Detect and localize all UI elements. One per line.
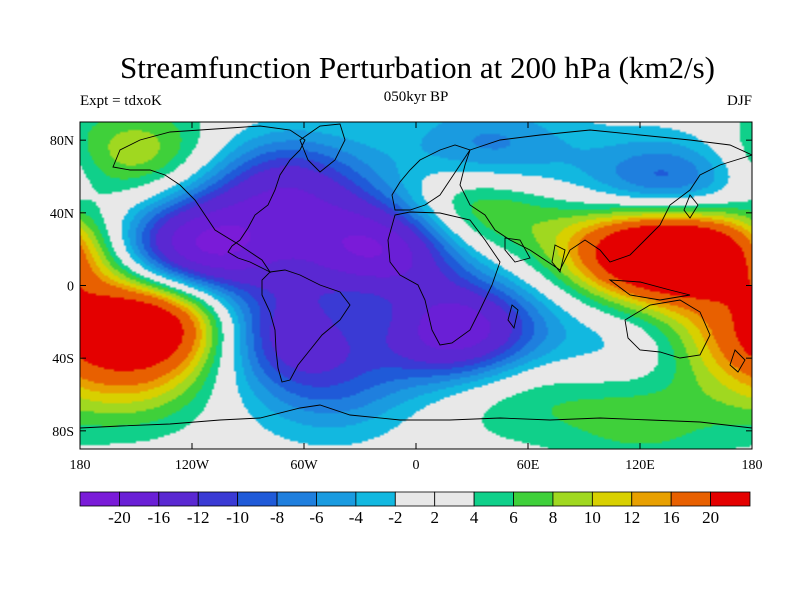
- y-tick-label: 40S: [52, 352, 74, 367]
- x-tick-label: 0: [413, 458, 420, 473]
- y-tick-label: 80N: [50, 134, 74, 149]
- labelbar-box: [158, 491, 199, 507]
- labelbar-box: [552, 491, 593, 507]
- labelbar-label: -16: [147, 508, 170, 527]
- labelbar-label: 16: [663, 508, 680, 527]
- labelbar-label: -6: [309, 508, 323, 527]
- labelbar-label: -4: [349, 508, 364, 527]
- labelbar-box: [119, 491, 160, 507]
- x-tick-label: 120W: [175, 458, 210, 473]
- streamfunction-field: [80, 122, 752, 449]
- y-tick-label: 0: [67, 280, 74, 295]
- labelbar: -20 -16 -12 -10 -8 -6 -4 -2 2 4 6 8 10 12 16 20: [79, 491, 751, 527]
- labelbar-label: 12: [623, 508, 640, 527]
- contour-field: [80, 122, 752, 449]
- labelbar-box: [237, 491, 278, 507]
- labelbar-box: [276, 491, 317, 507]
- season-label: DJF: [726, 93, 752, 109]
- plot-title: Streamfunction Perturbation at 200 hPa (…: [120, 50, 715, 85]
- labelbar-label: -2: [388, 508, 402, 527]
- labelbar-box: [513, 491, 554, 507]
- labelbar-box: [591, 491, 633, 507]
- labelbar-label: 4: [470, 508, 479, 527]
- labelbar-box: [79, 491, 120, 507]
- labelbar-label: 6: [509, 508, 518, 527]
- y-tick-label: 40N: [50, 207, 74, 222]
- labelbar-label: -12: [187, 508, 210, 527]
- labelbar-label: 10: [584, 508, 601, 527]
- x-axis: 180 120W 60W 0 60E 120E 180: [70, 122, 763, 473]
- labelbar-box: [355, 491, 396, 507]
- labelbar-box: [434, 491, 475, 507]
- labelbar-label: 20: [702, 508, 719, 527]
- y-tick-label: 80S: [52, 425, 74, 440]
- labelbar-label: 2: [430, 508, 439, 527]
- labelbar-box: [631, 491, 672, 507]
- x-tick-label: 60W: [290, 458, 318, 473]
- labelbar-label: -10: [226, 508, 249, 527]
- labelbar-box: [710, 491, 751, 507]
- labelbar-label: -8: [270, 508, 284, 527]
- labelbar-box: [394, 491, 436, 507]
- x-tick-label: 120E: [625, 458, 655, 473]
- labelbar-box: [316, 491, 357, 507]
- coastlines: [80, 123, 752, 429]
- labelbar-box: [670, 491, 711, 507]
- x-tick-label: 180: [742, 458, 763, 473]
- x-tick-label: 180: [70, 458, 91, 473]
- y-axis: 80N 40N 0 40S 80S: [50, 134, 752, 440]
- experiment-label: Expt = tdxoK: [80, 93, 162, 109]
- labelbar-label: 8: [549, 508, 558, 527]
- labelbar-box: [473, 491, 514, 507]
- labelbar-box: [197, 491, 239, 507]
- x-tick-label: 60E: [517, 458, 540, 473]
- time-label: 050kyr BP: [383, 89, 449, 105]
- labelbar-label: -20: [108, 508, 131, 527]
